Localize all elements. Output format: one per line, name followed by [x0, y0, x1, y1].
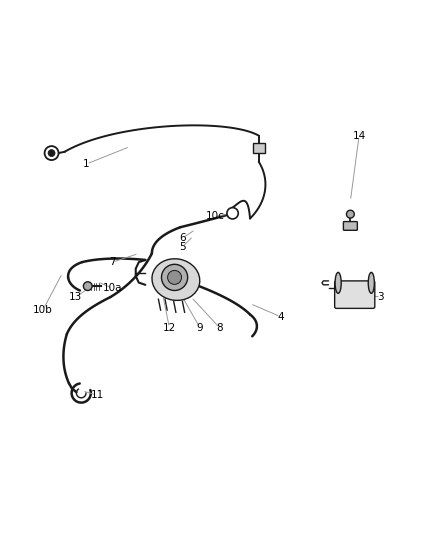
- Circle shape: [83, 282, 92, 290]
- Ellipse shape: [152, 259, 199, 301]
- FancyBboxPatch shape: [343, 222, 357, 230]
- Text: 10a: 10a: [102, 284, 122, 293]
- Circle shape: [45, 146, 58, 160]
- Text: 11: 11: [91, 390, 104, 400]
- Circle shape: [161, 264, 187, 290]
- Circle shape: [346, 210, 353, 218]
- Ellipse shape: [367, 272, 374, 293]
- Text: 7: 7: [109, 257, 116, 267]
- Text: 6: 6: [179, 233, 185, 243]
- Circle shape: [48, 150, 55, 157]
- FancyBboxPatch shape: [334, 281, 374, 309]
- Text: 10c: 10c: [205, 211, 224, 221]
- Text: 4: 4: [277, 312, 283, 322]
- Text: 8: 8: [215, 322, 223, 333]
- Text: 13: 13: [69, 292, 82, 302]
- Text: 14: 14: [352, 131, 365, 141]
- Ellipse shape: [334, 272, 340, 293]
- Text: 3: 3: [377, 292, 383, 302]
- Text: 10b: 10b: [33, 305, 53, 315]
- Text: 5: 5: [179, 242, 185, 252]
- Circle shape: [226, 208, 238, 219]
- Circle shape: [167, 270, 181, 285]
- FancyBboxPatch shape: [252, 143, 264, 153]
- Text: 12: 12: [162, 322, 176, 333]
- Text: 1: 1: [83, 159, 89, 169]
- Text: 9: 9: [196, 322, 203, 333]
